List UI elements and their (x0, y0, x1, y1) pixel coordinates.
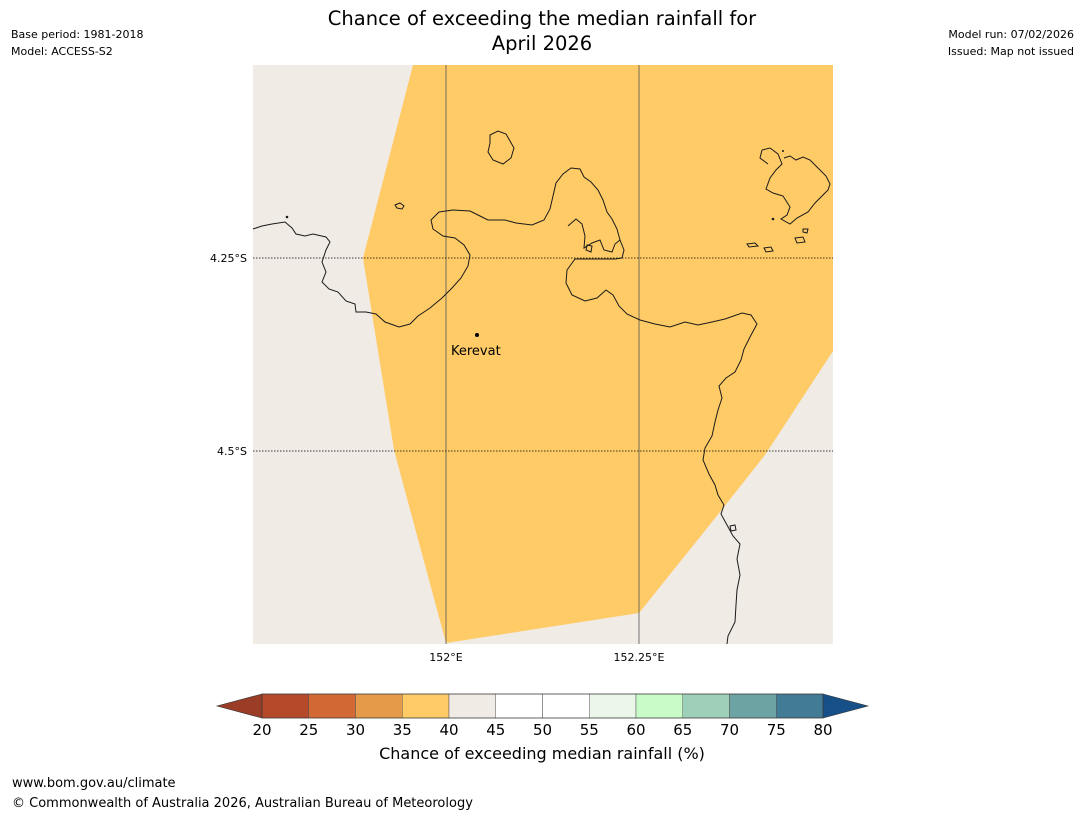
colorbar-ticks: 20 25 30 35 40 45 50 55 60 65 70 75 80 (252, 721, 832, 739)
coastline-islet-5 (794, 236, 806, 244)
colorbar-segment (261, 693, 309, 719)
colorbar-segment (542, 693, 590, 719)
colorbar-segments (261, 693, 824, 719)
footer-copyright: © Commonwealth of Australia 2026, Austra… (12, 796, 473, 811)
footer-url: www.bom.gov.au/climate (12, 776, 176, 791)
colorbar-segment (355, 693, 403, 719)
coastline-island-north (487, 130, 515, 165)
base-period-text: Base period: 1981-2018 (11, 28, 144, 41)
coastline-islet-3 (746, 242, 760, 248)
colorbar-tick-label: 65 (673, 721, 692, 739)
kerevat-marker (475, 333, 479, 337)
colorbar-segment (495, 693, 543, 719)
colorbar-tick-label: 25 (299, 721, 318, 739)
metadata-right: Model run: 07/02/2026 Issued: Map not is… (948, 26, 1074, 60)
title-line-2: April 2026 (491, 32, 593, 55)
coastline-lagoon (567, 218, 621, 253)
model-run-text: Model run: 07/02/2026 (948, 28, 1074, 41)
model-text: Model: ACCESS-S2 (11, 45, 113, 58)
issued-text: Issued: Map not issued (947, 45, 1074, 58)
colorbar-segment (448, 693, 496, 719)
colorbar-tick-label: 50 (533, 721, 552, 739)
colorbar-tick-label: 80 (813, 721, 832, 739)
lon-label-152e: 152°E (429, 651, 462, 664)
colorbar-tick-label: 40 (439, 721, 458, 739)
coastline (252, 130, 831, 645)
probability-region-35-40 (363, 65, 833, 643)
coastline-dot-2 (771, 217, 775, 221)
metadata-left: Base period: 1981-2018 Model: ACCESS-S2 (11, 26, 143, 60)
coastline-islet-7 (729, 524, 737, 532)
colorbar-tick-label: 55 (580, 721, 599, 739)
colorbar-segment (589, 693, 637, 719)
colorbar-title: Chance of exceeding median rainfall (%) (379, 744, 705, 763)
lon-label-152-25e: 152.25°E (614, 651, 665, 664)
coastline-dot-1 (285, 215, 289, 219)
colorbar-tick-label: 35 (393, 721, 412, 739)
coastline-main (252, 167, 758, 645)
coastline-islet-6 (802, 228, 809, 234)
coastline-islet-2 (585, 244, 593, 253)
map-panel: Kerevat 4.25°S 4.5°S 152°E 152.25°E (210, 65, 833, 664)
kerevat-label: Kerevat (451, 344, 501, 359)
footer: www.bom.gov.au/climate © Commonwealth of… (12, 774, 473, 814)
lat-label-4-25s: 4.25°S (210, 252, 247, 265)
coastline-islet-4 (763, 246, 774, 253)
colorbar-under-arrow (215, 693, 263, 719)
coastline-islet-1 (394, 202, 405, 210)
colorbar-tick-label: 30 (346, 721, 365, 739)
colorbar-tick-label: 20 (252, 721, 271, 739)
title-line-1: Chance of exceeding the median rainfall … (327, 7, 757, 30)
coastline-northeast-peninsula (759, 147, 831, 225)
colorbar-outline (261, 693, 824, 719)
colorbar-segment (776, 693, 824, 719)
map-title: Chance of exceeding the median rainfall … (242, 6, 842, 56)
colorbar-segment (308, 693, 356, 719)
colorbar: 20 25 30 35 40 45 50 55 60 65 70 75 80 (215, 693, 870, 739)
lat-label-4-5s: 4.5°S (217, 445, 247, 458)
coastline-dot-3 (782, 150, 784, 152)
colorbar-segment (402, 693, 450, 719)
colorbar-tick-label: 45 (486, 721, 505, 739)
colorbar-over-arrow (822, 693, 870, 719)
colorbar-segment (729, 693, 777, 719)
colorbar-tick-label: 70 (720, 721, 739, 739)
colorbar-segment (682, 693, 730, 719)
colorbar-segment (635, 693, 683, 719)
colorbar-tick-label: 60 (626, 721, 645, 739)
colorbar-tick-label: 75 (767, 721, 786, 739)
